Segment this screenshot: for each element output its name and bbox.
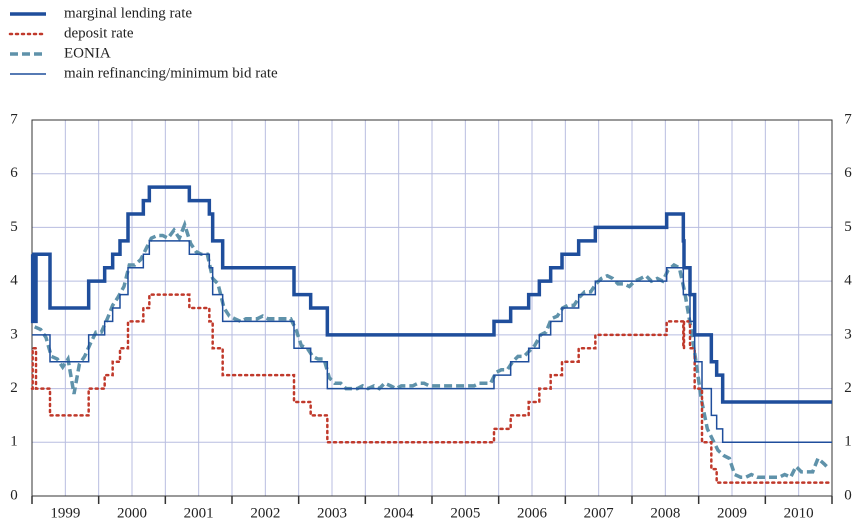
y2-tick-label: 0 [844, 487, 852, 503]
series-line [30, 185, 832, 404]
x-tick-label: 2007 [584, 505, 615, 521]
y-tick-label: 7 [10, 111, 18, 127]
x-tick-label: 1999 [50, 505, 80, 521]
y-tick-label: 1 [10, 434, 18, 450]
x-tick-label: 2001 [184, 505, 214, 521]
y-tick-label: 6 [10, 165, 18, 181]
legend-label: deposit rate [64, 25, 134, 41]
y2-tick-label: 1 [844, 434, 852, 450]
y-tick-label: 3 [10, 326, 18, 342]
x-tick-label: 2008 [650, 505, 680, 521]
series-line [30, 293, 834, 484]
y2-tick-label: 6 [844, 165, 852, 181]
x-tick-label: 2000 [117, 505, 147, 521]
y2-tick-label: 3 [844, 326, 852, 342]
x-tick-label: 2002 [250, 505, 280, 521]
x-tick-label: 2004 [384, 505, 415, 521]
x-tick-label: 2006 [517, 505, 548, 521]
y2-tick-label: 4 [844, 273, 852, 289]
y-tick-label: 5 [10, 219, 18, 235]
x-tick-label: 2003 [317, 505, 347, 521]
y-tick-label: 0 [10, 487, 18, 503]
x-tick-label: 2010 [784, 505, 814, 521]
x-tick-label: 2009 [717, 505, 747, 521]
legend-label: marginal lending rate [64, 5, 192, 21]
legend-label: EONIA [64, 45, 111, 61]
x-tick-label: 2005 [450, 505, 480, 521]
y-tick-label: 2 [10, 380, 18, 396]
y-tick-label: 4 [10, 273, 18, 289]
series-line [33, 219, 831, 480]
legend-label: main refinancing/minimum bid rate [64, 65, 278, 81]
series-line [32, 240, 832, 444]
y2-tick-label: 7 [844, 111, 852, 127]
y2-tick-label: 2 [844, 380, 852, 396]
y2-tick-label: 5 [844, 219, 852, 235]
